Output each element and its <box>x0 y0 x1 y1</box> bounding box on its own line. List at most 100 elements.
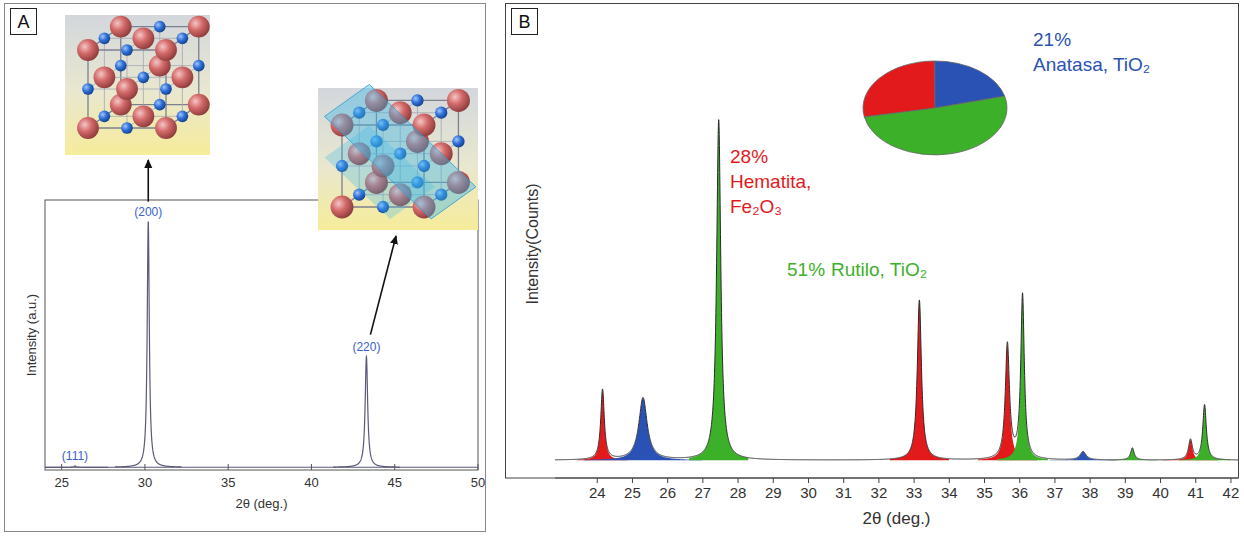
x-tick-label: 39 <box>1117 484 1134 501</box>
crystal-structure <box>77 16 210 139</box>
anion-sphere <box>331 196 354 219</box>
y-axis-title: Intensity(Counts) <box>524 184 541 305</box>
cation-sphere <box>138 71 150 83</box>
cation-sphere <box>411 94 423 106</box>
cation-sphere <box>121 44 133 56</box>
plot-area <box>45 222 478 468</box>
x-tick-label: 50 <box>471 475 485 490</box>
plot-frame <box>45 200 478 470</box>
x-tick <box>1230 478 1231 483</box>
x-tick <box>843 478 844 483</box>
x-tick-label: 25 <box>54 475 68 490</box>
anion-sphere <box>110 16 132 38</box>
phase-name: Anatasa, TiO₂ <box>1033 54 1150 75</box>
phase-percent: 51% <box>787 259 825 280</box>
cation-sphere <box>452 135 464 147</box>
anion-sphere <box>188 94 210 116</box>
x-tick <box>773 478 774 483</box>
plot-area <box>555 120 1238 461</box>
x-tick-label: 29 <box>765 484 782 501</box>
peak-label: (200) <box>134 205 162 219</box>
diffraction-peak <box>333 357 400 467</box>
anion-sphere <box>132 27 154 49</box>
anion-sphere <box>155 117 177 139</box>
x-axis-title: 2θ (deg.) <box>235 496 287 511</box>
x-tick <box>1019 478 1020 483</box>
anion-sphere <box>116 78 138 100</box>
peak-label: (220) <box>352 340 380 354</box>
crystal-structure <box>325 84 476 218</box>
anion-sphere <box>188 16 210 38</box>
x-tick-label: 37 <box>1047 484 1064 501</box>
x-tick <box>1125 478 1126 483</box>
phase-peak <box>997 296 1048 460</box>
x-tick <box>949 478 950 483</box>
panel-letter: B <box>518 12 530 32</box>
cation-sphere <box>160 83 172 95</box>
x-tick-label: 24 <box>589 484 606 501</box>
x-tick-label: 26 <box>659 484 676 501</box>
panel-border <box>5 4 486 532</box>
x-tick-label: 40 <box>1152 484 1169 501</box>
x-tick <box>597 478 598 483</box>
x-tick <box>914 478 915 483</box>
x-tick-label: 32 <box>871 484 888 501</box>
x-tick-label: 42 <box>1223 484 1240 501</box>
cation-sphere <box>154 99 166 111</box>
diffraction-peak <box>115 222 182 467</box>
x-tick-label: 40 <box>304 475 318 490</box>
phase-label: 51%Rutilo, TiO₂ <box>787 259 927 280</box>
x-tick <box>667 478 668 483</box>
anion-sphere <box>132 105 154 127</box>
x-tick-label: 45 <box>387 475 401 490</box>
phase-name-line: Hematita, <box>730 171 811 192</box>
diffraction-peak <box>45 466 108 467</box>
pie-slice <box>863 61 935 117</box>
x-tick <box>632 478 633 483</box>
anion-sphere <box>155 39 177 61</box>
cation-sphere <box>177 32 189 44</box>
phase-peak <box>1179 405 1230 460</box>
x-tick <box>984 478 985 483</box>
x-tick <box>61 464 62 470</box>
crystal-inset <box>65 15 210 155</box>
x-tick-label: 25 <box>624 484 641 501</box>
x-tick-label: 36 <box>1011 484 1028 501</box>
pie <box>863 61 1007 155</box>
pie-slice <box>864 96 1007 155</box>
anion-sphere <box>77 39 99 61</box>
x-tick <box>878 478 879 483</box>
anion-sphere <box>447 89 470 112</box>
x-tick <box>1160 478 1161 483</box>
cation-sphere <box>82 83 94 95</box>
measured-pattern <box>555 120 1238 460</box>
peak-label: (111) <box>62 449 88 463</box>
cation-sphere <box>99 110 111 122</box>
x-tick <box>1195 478 1196 483</box>
cation-sphere <box>193 60 205 72</box>
x-axis-line <box>555 478 1238 479</box>
cation-sphere <box>99 32 111 44</box>
x-tick-label: 27 <box>695 484 712 501</box>
x-tick <box>702 478 703 483</box>
phase-peak <box>1107 448 1158 460</box>
x-tick-label: 34 <box>941 484 958 501</box>
y-axis-title: Intensity (a.u.) <box>24 294 39 376</box>
arrow <box>370 236 396 335</box>
x-tick <box>228 464 229 470</box>
panel-border <box>506 4 1239 479</box>
x-tick-label: 28 <box>730 484 747 501</box>
arrow <box>147 160 149 202</box>
phase-percent: 28% <box>730 146 768 167</box>
anion-sphere <box>77 117 99 139</box>
lattice-line <box>166 66 199 89</box>
phase-peak <box>577 390 628 460</box>
lattice-line <box>127 105 160 128</box>
anion-sphere <box>171 66 193 88</box>
phase-percent: 21% <box>1033 29 1071 50</box>
figure: (111)(200)(220)2530354045502θ (deg.)Inte… <box>0 0 1244 536</box>
x-tick-label: 35 <box>221 475 235 490</box>
cation-sphere <box>115 60 127 72</box>
anion-sphere <box>93 66 115 88</box>
x-tick-label: 38 <box>1082 484 1099 501</box>
